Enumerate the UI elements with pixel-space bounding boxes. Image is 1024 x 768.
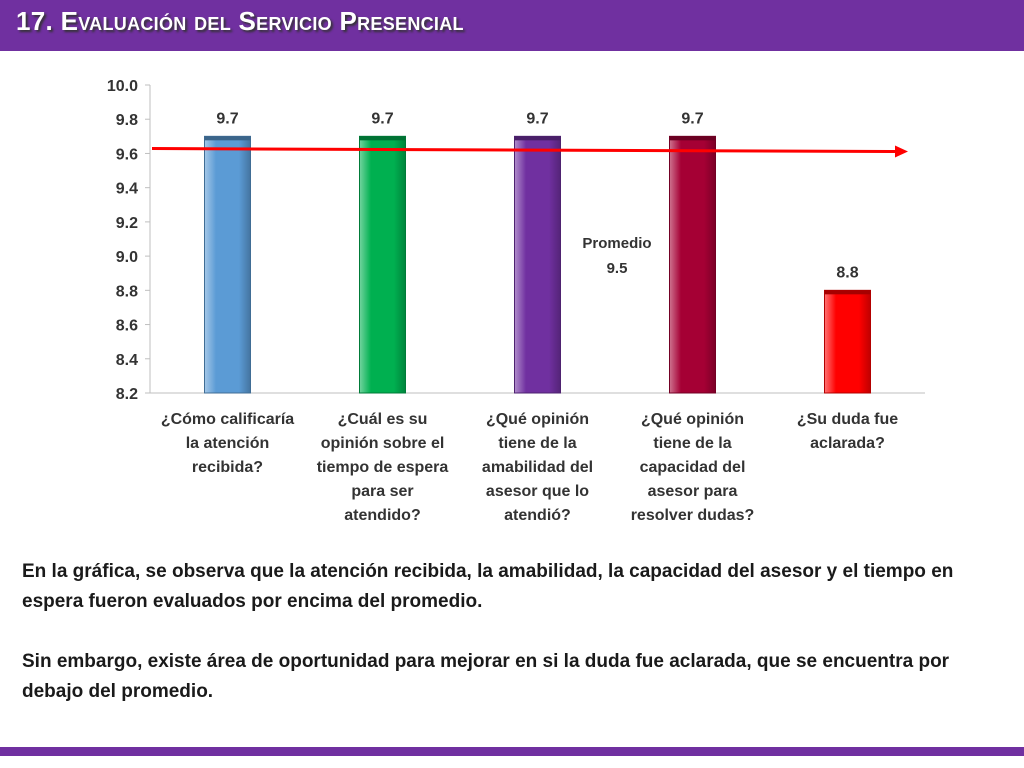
average-line-group: Promedio 9.5 xyxy=(151,145,908,277)
summary-paragraph-1: En la gráfica, se observa que la atenció… xyxy=(22,561,954,612)
category-label: ¿Cuál es su opinión sobre el tiempo de e… xyxy=(316,411,449,524)
y-tick-label: 9.8 xyxy=(116,112,138,129)
bar-data-label: 8.8 xyxy=(836,264,858,281)
category-label: ¿Cómo calificaría la atención recibida? xyxy=(160,411,295,476)
bar xyxy=(669,135,716,394)
average-line xyxy=(151,147,896,154)
category-label: ¿Qué opinión tiene de la capacidad del a… xyxy=(630,411,755,524)
y-tick-label: 9.2 xyxy=(116,215,138,232)
y-tick-label: 8.6 xyxy=(116,318,138,335)
bar-data-label: 9.7 xyxy=(681,110,703,127)
average-label-title: Promedio xyxy=(582,235,651,252)
average-label-value: 9.5 xyxy=(607,260,628,277)
summary-text: En la gráfica, se observa que la atenció… xyxy=(22,557,1002,737)
data-labels: 9.7 9.7 9.7 9.7 8.8 xyxy=(216,110,858,281)
bar-chart: 8.28.48.68.89.09.29.49.69.810.0 9.7 9.7 9.… xyxy=(107,78,925,403)
bar-cap xyxy=(669,136,716,141)
title-bar: 17. Evaluación del Servicio Presencial xyxy=(0,0,1024,51)
slide-title: 17. Evaluación del Servicio Presencial xyxy=(16,6,464,36)
y-tick-label: 10.0 xyxy=(107,78,138,95)
bar xyxy=(824,289,871,394)
category-label: ¿Qué opinión tiene de la amabilidad del … xyxy=(481,411,594,524)
category-label: ¿Su duda fue aclarada? xyxy=(796,411,899,452)
bar-cap xyxy=(824,290,871,295)
bottom-bar xyxy=(0,747,1024,756)
y-tick-label: 9.6 xyxy=(116,146,138,163)
y-tick-label: 8.8 xyxy=(116,283,138,300)
bar-data-label: 9.7 xyxy=(216,110,238,127)
y-tick-label: 9.0 xyxy=(116,249,138,266)
bar-cap xyxy=(204,136,251,141)
bar-cap xyxy=(514,136,561,141)
bar-data-label: 9.7 xyxy=(526,110,548,127)
y-tick-label: 9.4 xyxy=(116,181,138,198)
y-tick-label: 8.2 xyxy=(116,386,138,403)
y-tick-label: 8.4 xyxy=(116,352,138,369)
bar xyxy=(204,135,251,394)
average-arrow-icon xyxy=(895,145,908,158)
y-axis: 8.2 8.4 8.6 8.8 9.0 9.2 9.4 9.6 9.8 10.0 xyxy=(107,78,925,403)
bar xyxy=(359,135,406,394)
bar xyxy=(514,135,561,394)
summary-paragraph-2: Sin embargo, existe área de oportunidad … xyxy=(22,651,950,702)
bar-data-label: 9.7 xyxy=(371,110,393,127)
bar-cap xyxy=(359,136,406,141)
bars xyxy=(204,135,871,394)
